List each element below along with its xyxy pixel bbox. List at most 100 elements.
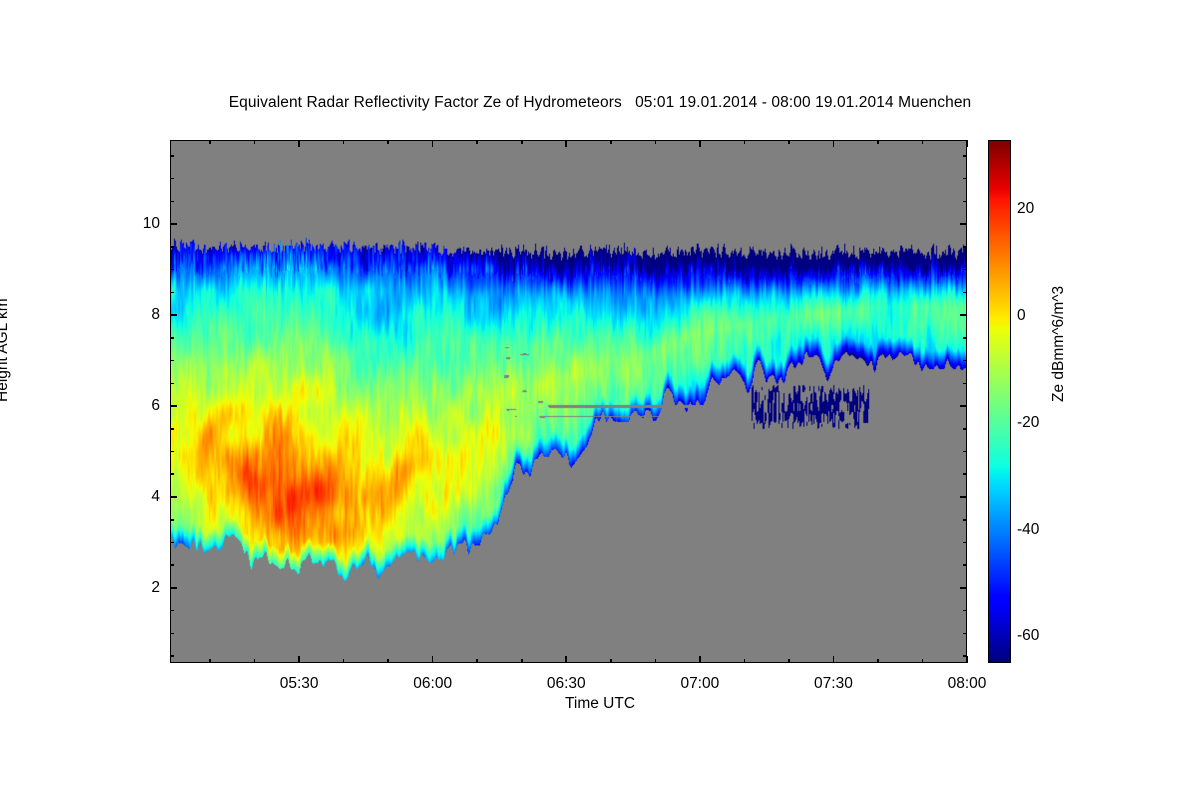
- y-tick-minor: [170, 177, 174, 180]
- x-tick-minor: [476, 140, 479, 144]
- y-tick-minor: [170, 291, 174, 294]
- y-tick-minor: [170, 518, 174, 521]
- x-tick-label: 06:30: [546, 675, 586, 692]
- y-tick-minor: [963, 609, 967, 612]
- y-tick-label: 10: [142, 215, 160, 233]
- y-tick-minor: [170, 246, 174, 248]
- y-tick-label: 8: [151, 306, 160, 324]
- x-tick-minor: [342, 659, 345, 663]
- y-tick-minor: [170, 268, 174, 271]
- y-tick-minor: [170, 200, 174, 203]
- y-axis-title: Height AGL km: [0, 298, 11, 402]
- y-tick-major: [960, 223, 967, 225]
- colorbar-title: Ze dBmm^6/m^3: [1050, 285, 1067, 402]
- y-tick-major: [960, 496, 967, 498]
- y-tick-major: [960, 587, 967, 589]
- x-tick-minor: [342, 140, 345, 144]
- x-tick-major: [966, 656, 968, 663]
- x-tick-minor: [743, 140, 746, 144]
- x-tick-label: 05:30: [279, 675, 319, 692]
- x-tick-label: 07:00: [680, 675, 720, 692]
- x-tick-minor: [743, 659, 746, 663]
- y-tick-label: 2: [151, 578, 160, 596]
- y-tick-minor: [963, 632, 967, 635]
- y-tick-minor: [170, 450, 174, 453]
- x-tick-major: [832, 656, 835, 663]
- y-tick-minor: [963, 564, 967, 566]
- x-tick-minor: [610, 140, 612, 144]
- x-tick-major: [832, 140, 835, 147]
- x-tick-minor: [209, 659, 211, 663]
- y-tick-major: [170, 314, 177, 316]
- y-tick-minor: [963, 518, 967, 521]
- colorbar: [988, 140, 1011, 663]
- y-tick-minor: [170, 382, 174, 385]
- figure-title: Equivalent Radar Reflectivity Factor Ze …: [228, 94, 972, 111]
- x-tick-minor: [877, 659, 879, 663]
- x-tick-minor: [387, 659, 389, 663]
- x-axis-title: Time UTC: [564, 695, 636, 712]
- x-tick-minor: [476, 659, 479, 663]
- y-tick-minor: [963, 291, 967, 294]
- y-tick-minor: [963, 382, 967, 385]
- radar-heatmap: [171, 141, 966, 662]
- y-tick-minor: [963, 268, 967, 271]
- x-tick-major: [966, 140, 968, 147]
- x-tick-minor: [253, 659, 256, 663]
- y-tick-minor: [170, 359, 174, 362]
- x-tick-minor: [520, 140, 523, 144]
- y-tick-major: [960, 314, 967, 316]
- x-tick-major: [565, 140, 568, 147]
- x-tick-minor: [921, 140, 924, 144]
- y-tick-minor: [963, 655, 967, 657]
- x-tick-major: [431, 140, 434, 147]
- y-tick-minor: [963, 450, 967, 453]
- x-tick-major: [699, 140, 701, 147]
- colorbar-tick-label: 20: [1017, 200, 1035, 218]
- y-tick-label: 4: [151, 488, 160, 505]
- y-tick-major: [170, 496, 177, 498]
- y-tick-major: [960, 405, 967, 407]
- y-tick-minor: [963, 427, 967, 430]
- x-tick-label: 07:30: [814, 675, 853, 692]
- x-tick-major: [298, 140, 300, 147]
- y-tick-minor: [963, 541, 967, 544]
- y-tick-minor: [170, 427, 174, 430]
- y-tick-minor: [170, 632, 174, 635]
- y-tick-minor: [170, 473, 174, 476]
- x-tick-label: 08:00: [947, 675, 987, 692]
- x-tick-minor: [877, 140, 879, 144]
- x-tick-minor: [253, 140, 256, 144]
- x-tick-minor: [387, 140, 389, 144]
- y-tick-minor: [963, 177, 967, 180]
- y-tick-major: [170, 587, 177, 589]
- colorbar-tick-label: -60: [1017, 627, 1040, 645]
- y-tick-major: [170, 223, 177, 225]
- x-tick-minor: [209, 140, 211, 144]
- x-tick-major: [298, 656, 300, 663]
- y-tick-minor: [963, 246, 967, 248]
- y-tick-minor: [963, 155, 967, 157]
- x-tick-label: 06:00: [413, 675, 453, 692]
- colorbar-tick-label: -20: [1017, 413, 1040, 431]
- y-tick-minor: [963, 337, 967, 339]
- y-tick-minor: [170, 655, 174, 657]
- colorbar-gradient: [989, 141, 1010, 662]
- colorbar-tick-label: -40: [1017, 520, 1040, 538]
- x-tick-minor: [788, 140, 790, 144]
- y-tick-major: [170, 405, 177, 407]
- x-tick-major: [565, 656, 568, 663]
- y-tick-minor: [963, 359, 967, 362]
- x-tick-minor: [654, 140, 657, 144]
- plot-area: [170, 140, 967, 663]
- x-tick-minor: [921, 659, 924, 663]
- y-tick-minor: [170, 541, 174, 544]
- y-tick-minor: [170, 564, 174, 566]
- x-tick-minor: [788, 659, 790, 663]
- y-tick-minor: [963, 473, 967, 476]
- y-tick-minor: [170, 155, 174, 157]
- x-tick-minor: [654, 659, 657, 663]
- x-tick-minor: [520, 659, 523, 663]
- colorbar-tick-label: 0: [1017, 307, 1026, 325]
